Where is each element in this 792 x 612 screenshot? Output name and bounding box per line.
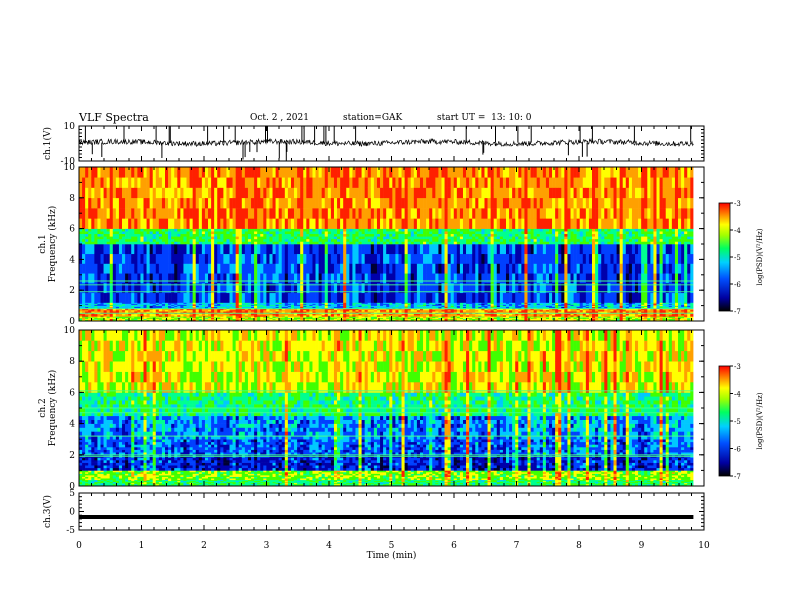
xtick-label: 1 bbox=[139, 541, 145, 551]
figure-title: VLF Spectra bbox=[79, 111, 149, 124]
ch1-spectrogram-colorbar-tick: -5 bbox=[734, 254, 741, 262]
ch3-trace-ytick-label: 0 bbox=[69, 508, 75, 518]
xtick-label: 8 bbox=[576, 541, 582, 551]
ch2-spectrogram-ylabel: Frequency (kHz) bbox=[47, 370, 58, 447]
ch1-spectrogram-colorbar-tick: -6 bbox=[734, 281, 741, 289]
ch1-spectrogram-colorbar-label: log(PSD)(V²/Hz) bbox=[756, 228, 764, 285]
ch2-spectrogram-ytick-label: 0 bbox=[69, 482, 75, 492]
xtick-label: 2 bbox=[201, 541, 207, 551]
ch2-spectrogram-colorbar-tick: -3 bbox=[734, 363, 741, 371]
ch1-waveform-line bbox=[78, 137, 694, 148]
ch2-spectrogram-colorbar-tick: -6 bbox=[734, 446, 741, 454]
ch1-waveform-ytick-label: -10 bbox=[61, 157, 76, 167]
ch2-spectrogram-ytick-label: 6 bbox=[69, 388, 75, 398]
ch1-spectrogram-colorbar-tick: -4 bbox=[734, 227, 741, 235]
ch1-spectrogram-ytick-label: 8 bbox=[69, 194, 75, 204]
xtick-label: 7 bbox=[514, 541, 520, 551]
spectrogram-ch1-spectrogram bbox=[79, 167, 704, 322]
panel-frame-ch3-trace bbox=[78, 492, 705, 531]
xtick-label: 0 bbox=[76, 541, 82, 551]
ch2-spectrogram-colorbar bbox=[718, 365, 731, 477]
ch3-trace-ylabel: ch.3(V) bbox=[42, 495, 53, 528]
ch2-spectrogram-ytick-label: 8 bbox=[69, 357, 75, 367]
x-axis-label: Time (min) bbox=[367, 550, 417, 561]
ch2-spectrogram-colorbar-tick: -4 bbox=[734, 391, 741, 399]
ch2-spectrogram-colorbar-tick: -5 bbox=[734, 418, 741, 426]
ch1-spectrogram-ylabel: Frequency (kHz) bbox=[47, 206, 58, 283]
ch2-spectrogram-colorbar-label: log(PSD)(V²/Hz) bbox=[756, 392, 764, 449]
ch1-spectrogram-ylabel: ch.1 bbox=[38, 234, 48, 253]
ch1-spectrogram-ytick-label: 10 bbox=[64, 163, 76, 173]
ch1-spectrogram-ytick-label: 4 bbox=[69, 255, 75, 265]
ch2-spectrogram-colorbar-tick: -7 bbox=[734, 473, 741, 481]
station-label: station=GAK bbox=[343, 113, 403, 123]
date-label: Oct. 2 , 2021 bbox=[250, 113, 309, 123]
ch1-spectrogram-colorbar bbox=[718, 202, 731, 312]
ch2-spectrogram-ytick-label: 10 bbox=[64, 326, 76, 336]
ch2-spectrogram-ylabel: ch.2 bbox=[38, 398, 48, 417]
ch1-waveform-ytick-label: 10 bbox=[64, 122, 76, 132]
ch1-spectrogram-ytick-label: 0 bbox=[69, 317, 75, 327]
xtick-label: 10 bbox=[698, 541, 710, 551]
start-ut-label: start UT = 13: 10: 0 bbox=[437, 113, 532, 123]
ch2-spectrogram-ytick-label: 4 bbox=[69, 420, 75, 430]
xtick-label: 5 bbox=[389, 541, 395, 551]
ch3-trace-ytick-label: 5 bbox=[69, 489, 75, 499]
xtick-label: 9 bbox=[639, 541, 645, 551]
ch3-trace-ytick-label: -5 bbox=[66, 526, 75, 536]
ch2-spectrogram-ytick-label: 2 bbox=[69, 451, 75, 461]
ch1-spectrogram-ytick-label: 6 bbox=[69, 225, 75, 235]
xtick-label: 4 bbox=[326, 541, 332, 551]
xtick-label: 6 bbox=[451, 541, 457, 551]
ch1-spectrogram-ytick-label: 2 bbox=[69, 286, 75, 296]
xtick-label: 3 bbox=[264, 541, 270, 551]
ch1-waveform-ylabel: ch.1(V) bbox=[42, 127, 53, 160]
ch1-spectrogram-colorbar-tick: -7 bbox=[734, 308, 741, 316]
spectrogram-ch2-spectrogram bbox=[79, 330, 704, 487]
ch1-spectrogram-colorbar-tick: -3 bbox=[734, 200, 741, 208]
